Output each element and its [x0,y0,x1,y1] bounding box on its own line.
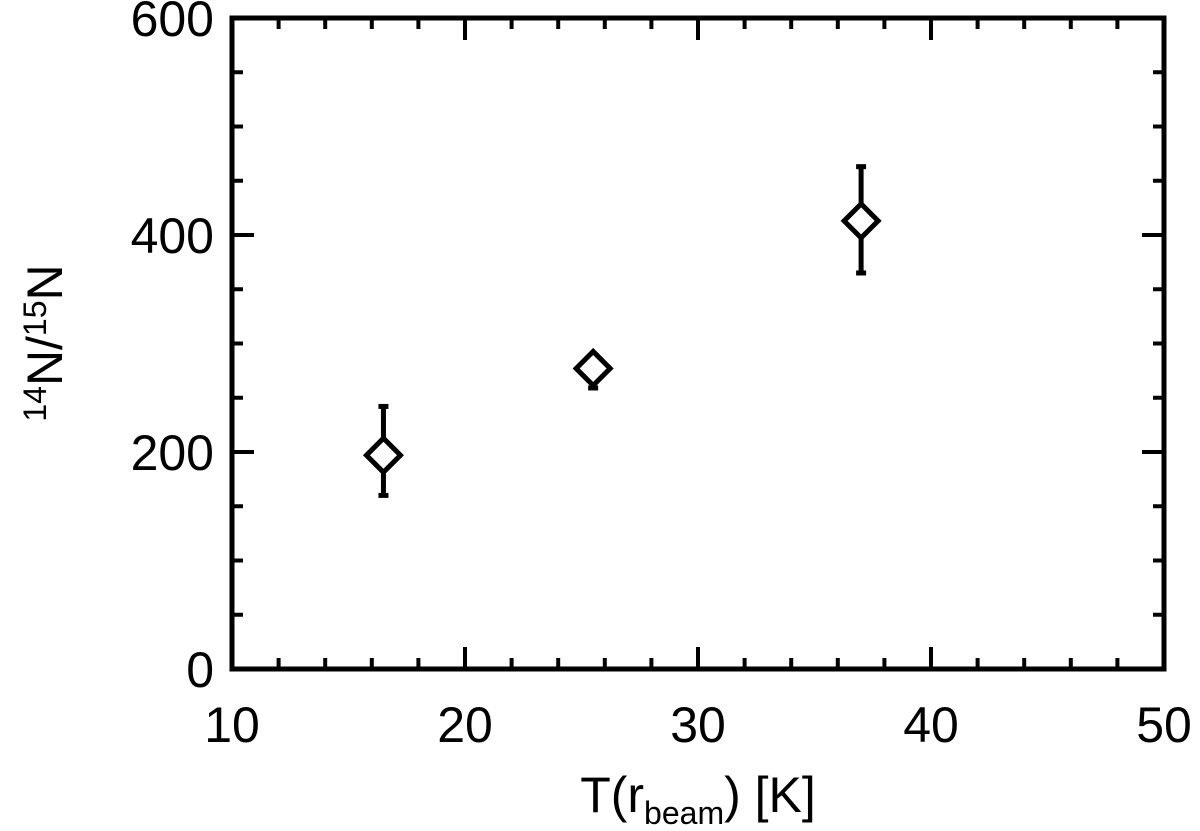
x-tick-label: 40 [903,697,959,753]
x-tick-label: 10 [204,697,260,753]
plot-frame [229,15,1167,672]
y-tick-label: 0 [186,642,214,698]
axis-ticks [230,16,1166,671]
y-tick-label: 200 [131,425,214,481]
y-tick-label: 600 [131,0,214,47]
tick-labels: 10 20 30 40 50 0 200 400 600 [131,0,1192,753]
y-tick-label: 400 [131,208,214,264]
data-point [572,347,614,391]
diamond-marker [840,200,882,242]
x-axis-title: T(rbeam) [K] [580,767,816,831]
x-tick-label: 20 [437,697,493,753]
diamond-marker [362,434,404,476]
x-tick-label: 30 [670,697,726,753]
y-axis-title: 14N/15N [17,264,73,421]
data-point [840,164,882,276]
diamond-marker [572,347,614,389]
x-tick-label: 50 [1136,697,1192,753]
data-point [362,403,404,498]
data-marks [362,164,882,498]
